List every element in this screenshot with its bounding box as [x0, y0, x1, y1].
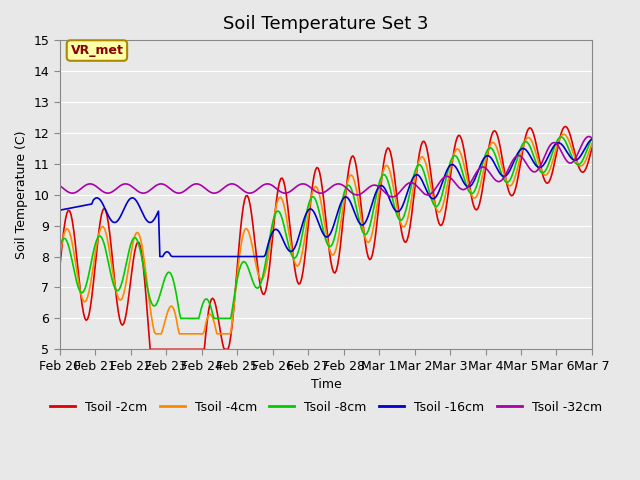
Legend: Tsoil -2cm, Tsoil -4cm, Tsoil -8cm, Tsoil -16cm, Tsoil -32cm: Tsoil -2cm, Tsoil -4cm, Tsoil -8cm, Tsoi… — [45, 396, 607, 419]
Y-axis label: Soil Temperature (C): Soil Temperature (C) — [15, 131, 28, 259]
Text: VR_met: VR_met — [70, 44, 124, 57]
Title: Soil Temperature Set 3: Soil Temperature Set 3 — [223, 15, 429, 33]
X-axis label: Time: Time — [310, 378, 341, 391]
